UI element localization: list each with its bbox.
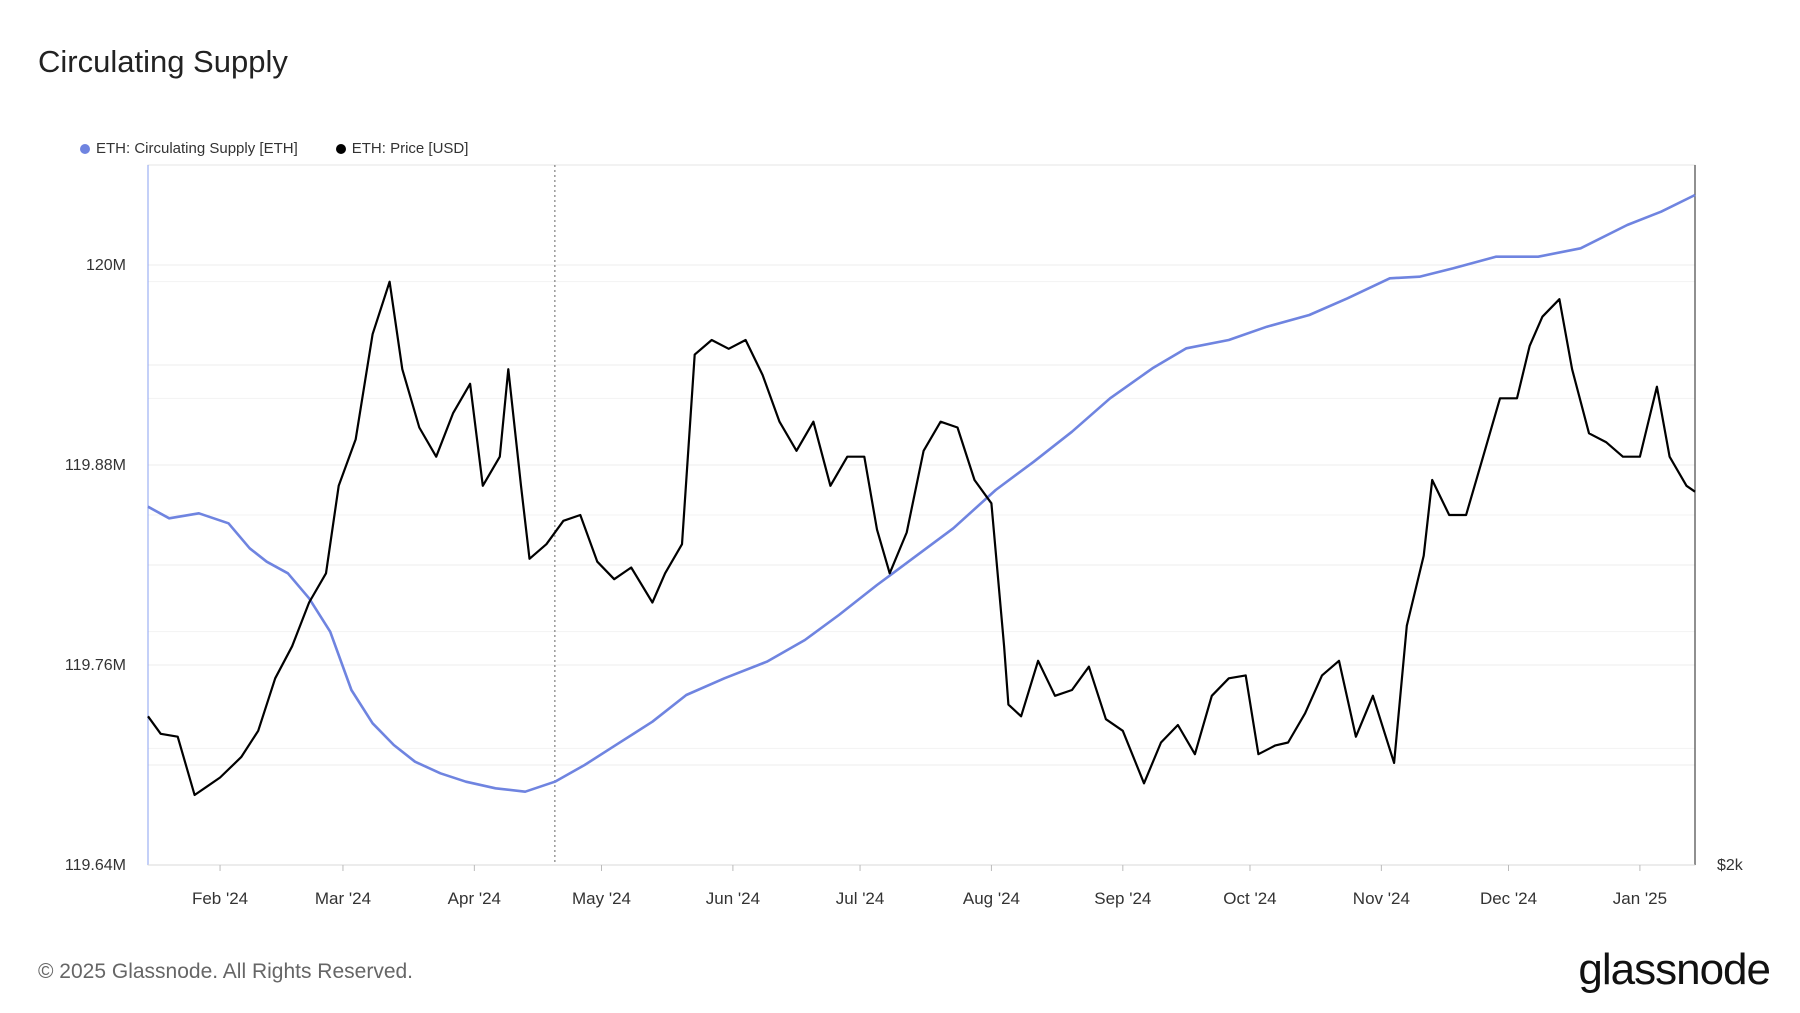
y-left-tick-label: 119.64M [65, 857, 126, 874]
y-right-tick-label: $2k [1717, 857, 1744, 874]
x-tick-label: Oct '24 [1223, 889, 1276, 908]
copyright-text: © 2025 Glassnode. All Rights Reserved. [38, 960, 414, 983]
grid-lines [148, 164, 1695, 866]
x-tick-label: Aug '24 [963, 889, 1020, 908]
legend-label-supply: ETH: Circulating Supply [ETH] [96, 140, 298, 157]
y-left-tick-label: 120M [86, 257, 126, 274]
x-tick-label: Apr '24 [448, 889, 501, 908]
x-tick-label: Mar '24 [315, 889, 371, 908]
y-left-tick-label: 119.76M [65, 657, 126, 674]
supply-series-line [147, 193, 1696, 794]
chart-legend: ETH: Circulating Supply [ETH] ETH: Price… [80, 140, 468, 157]
axes [147, 164, 1696, 871]
legend-label-price: ETH: Price [USD] [351, 140, 469, 157]
brand-logo: glassnode [1578, 945, 1771, 994]
series-lines [147, 193, 1696, 797]
legend-dot-supply [80, 143, 90, 154]
x-tick-label: Jan '25 [1613, 889, 1667, 908]
tick-labels: 120M 119.88M 119.76M 119.64M $2k Feb '24 Mar '… [65, 257, 1744, 908]
x-tick-label: Nov '24 [1353, 889, 1410, 908]
x-tick-label: May '24 [572, 889, 631, 908]
legend-item-supply[interactable]: ETH: Circulating Supply [ETH] [80, 140, 298, 157]
x-tick-label: Dec '24 [1480, 889, 1537, 908]
price-series-line [147, 280, 1696, 797]
legend-dot-price [335, 143, 346, 154]
legend-item-price[interactable]: ETH: Price [USD] [335, 140, 469, 157]
x-tick-label: Jun '24 [706, 889, 760, 908]
x-tick-label: Feb '24 [192, 889, 248, 908]
chart-title: Circulating Supply [38, 44, 288, 79]
x-tick-label: Jul '24 [836, 889, 885, 908]
y-left-tick-label: 119.88M [65, 457, 126, 474]
x-tick-label: Sep '24 [1094, 889, 1151, 908]
